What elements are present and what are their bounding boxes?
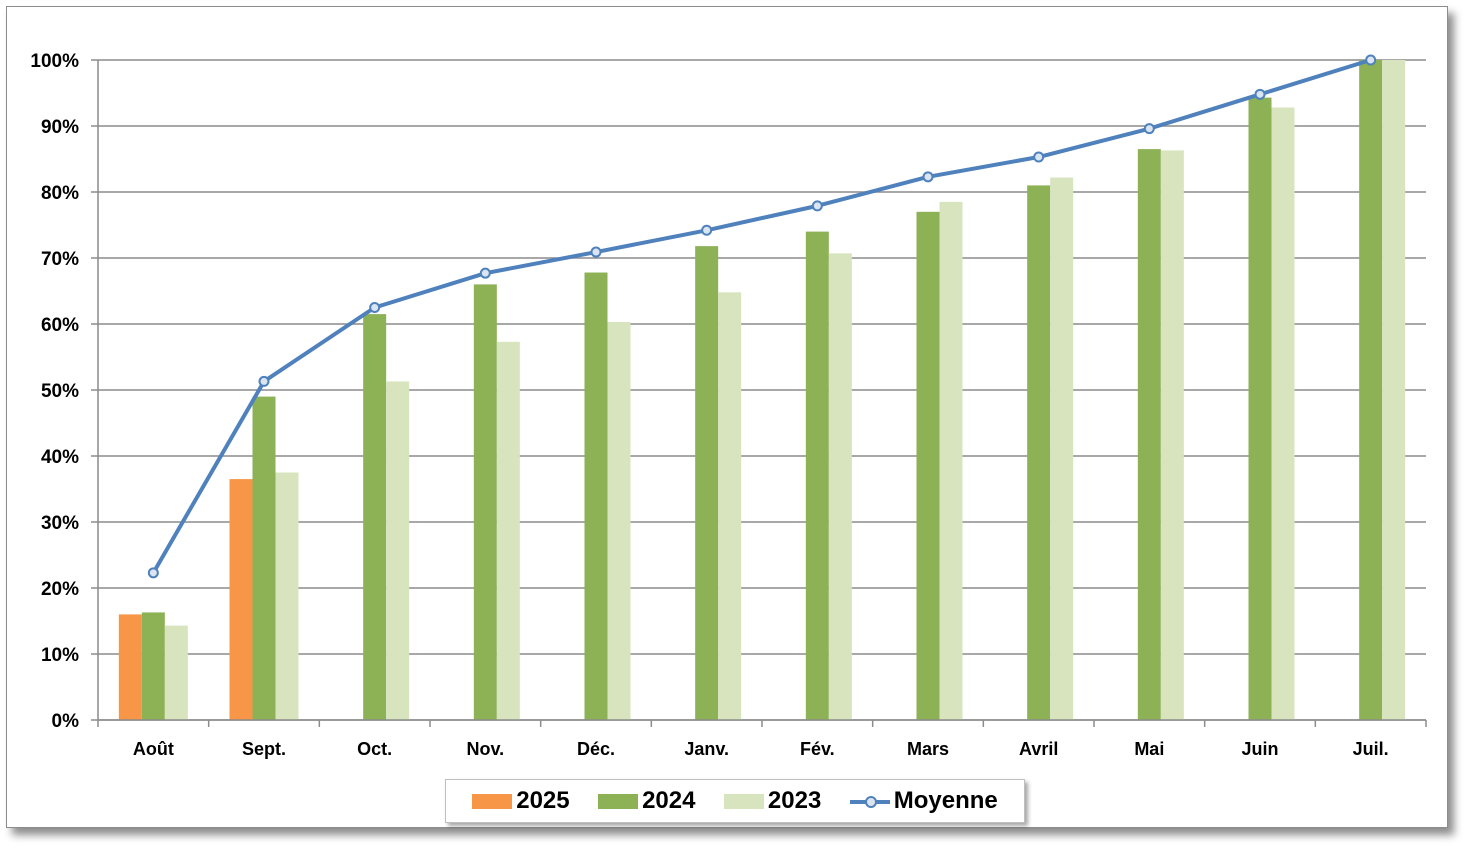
legend-swatch-2023 — [723, 793, 764, 809]
y-tick-label: 40% — [41, 447, 79, 468]
bar-2023-mai — [1160, 150, 1184, 721]
bar-2024-mai — [1137, 149, 1161, 721]
bar-2024-juin — [1248, 97, 1272, 721]
x-tick-label: Avril — [1019, 739, 1058, 759]
y-tick-label: 80% — [41, 183, 79, 204]
bar-2023-sept- — [275, 472, 299, 720]
point-moyenne-juin — [1254, 88, 1266, 100]
bar-2023-avril — [1050, 177, 1074, 721]
x-tick-label: Fév. — [800, 739, 835, 759]
gridlines — [98, 59, 1426, 721]
bar-2023-mars — [939, 201, 963, 720]
x-tick-label: Janv. — [684, 739, 729, 759]
bar-2023-oct- — [386, 381, 410, 720]
x-tick-label: Août — [133, 739, 174, 759]
point-moyenne-d-c- — [590, 246, 602, 258]
y-tick-label: 50% — [41, 381, 79, 402]
y-tick-label: 10% — [41, 645, 79, 666]
y-tick-label: 90% — [41, 117, 79, 138]
bar-2024-sept- — [252, 396, 276, 720]
point-moyenne-oct- — [369, 302, 381, 313]
legend-item-2024: 2024 — [598, 787, 695, 815]
x-tick-label: Mai — [1134, 739, 1164, 759]
bar-2023-ao-t — [164, 625, 188, 720]
legend-label-2023: 2023 — [767, 787, 822, 814]
y-tick-label: 100% — [30, 51, 79, 72]
y-tick-label: 70% — [41, 249, 79, 270]
point-moyenne-mars — [922, 171, 934, 183]
bar-2023-janv- — [718, 292, 742, 720]
bar-2024-oct- — [363, 314, 387, 720]
bar-2023-juin — [1271, 107, 1295, 720]
bar-2025-ao-t — [118, 614, 142, 720]
legend-label-2025: 2025 — [516, 787, 570, 814]
y-tick-label: 20% — [41, 579, 79, 600]
average-line — [147, 54, 1377, 579]
x-axis-ticks: Août Sept. Oct. Nov. Déc. Janv. Fév. Mars Avril M… — [97, 720, 1427, 759]
x-tick-label: Déc. — [577, 739, 615, 759]
y-tick-label: 60% — [41, 315, 79, 336]
x-tick-label: Nov. — [466, 739, 504, 759]
bar-2024-janv- — [695, 246, 719, 720]
bar-2024-avril — [1027, 185, 1051, 720]
line-moyenne — [151, 58, 1372, 574]
y-tick-label: 0% — [52, 711, 80, 732]
legend-item-moyenne: Moyenne — [849, 787, 998, 815]
legend-swatch-2024 — [598, 793, 639, 809]
bar-2024-nov- — [473, 284, 497, 720]
legend-swatch-2025 — [472, 793, 513, 809]
bar-2023-f-v- — [828, 253, 852, 720]
point-moyenne-mai — [1143, 123, 1155, 135]
point-moyenne-f-v- — [811, 200, 823, 212]
bars — [118, 60, 1406, 721]
x-tick-label: Sept. — [242, 739, 286, 759]
x-tick-label: Mars — [907, 739, 949, 759]
x-tick-label: Juil. — [1353, 739, 1389, 759]
bar-2024-mars — [916, 211, 940, 721]
point-moyenne-ao-t — [147, 567, 159, 579]
x-tick-label: Oct. — [357, 739, 392, 759]
point-moyenne-sept- — [258, 375, 270, 387]
legend-item-2023: 2023 — [723, 787, 822, 815]
point-moyenne-janv- — [701, 224, 713, 236]
y-tick-label: 30% — [41, 513, 79, 534]
bar-2023-juil- — [1382, 60, 1406, 720]
chart-frame: 0% 10% 20% 30% 40% 50% 60% 70% 80% 90% 100% Août Se… — [6, 6, 1448, 828]
legend-item-2025: 2025 — [472, 787, 570, 815]
bar-2024-d-c- — [584, 272, 608, 720]
legend-line-moyenne — [849, 794, 890, 809]
bar-2024-ao-t — [141, 612, 165, 720]
y-axis-ticks: 0% 10% 20% 30% 40% 50% 60% 70% 80% 90% 100% — [30, 51, 98, 732]
point-moyenne-nov- — [479, 267, 491, 279]
bar-2023-nov- — [496, 341, 520, 720]
point-moyenne-avril — [1033, 151, 1045, 163]
x-tick-label: Juin — [1241, 739, 1278, 759]
bar-2025-sept- — [229, 479, 253, 720]
bar-2024-f-v- — [805, 231, 829, 720]
legend-label-moyenne: Moyenne — [893, 787, 998, 814]
bar-2024-juil- — [1359, 60, 1383, 720]
legend: 2025 2024 2023 Moyenne — [445, 779, 1025, 823]
chart-plot: 0% 10% 20% 30% 40% 50% 60% 70% 80% 90% 100% Août Se… — [30, 51, 1427, 759]
bar-2023-d-c- — [607, 322, 631, 720]
legend-label-2024: 2024 — [642, 787, 696, 814]
point-moyenne-juil- — [1365, 54, 1377, 66]
